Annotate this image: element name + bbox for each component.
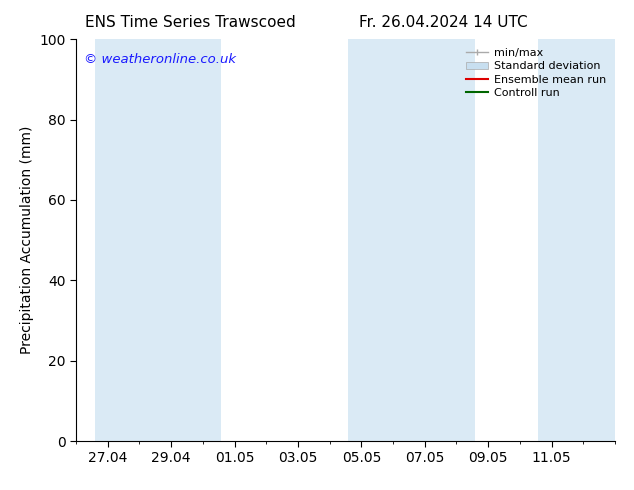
Y-axis label: Precipitation Accumulation (mm): Precipitation Accumulation (mm) [20,126,34,354]
Bar [411,39,475,441]
Bar [94,39,158,441]
Bar [538,39,615,441]
Text: Fr. 26.04.2024 14 UTC: Fr. 26.04.2024 14 UTC [359,15,528,30]
Bar [348,39,411,441]
Bar [158,39,221,441]
Text: ENS Time Series Trawscoed: ENS Time Series Trawscoed [85,15,295,30]
Text: © weatheronline.co.uk: © weatheronline.co.uk [84,53,236,66]
Legend: min/max, Standard deviation, Ensemble mean run, Controll run: min/max, Standard deviation, Ensemble me… [463,45,609,101]
